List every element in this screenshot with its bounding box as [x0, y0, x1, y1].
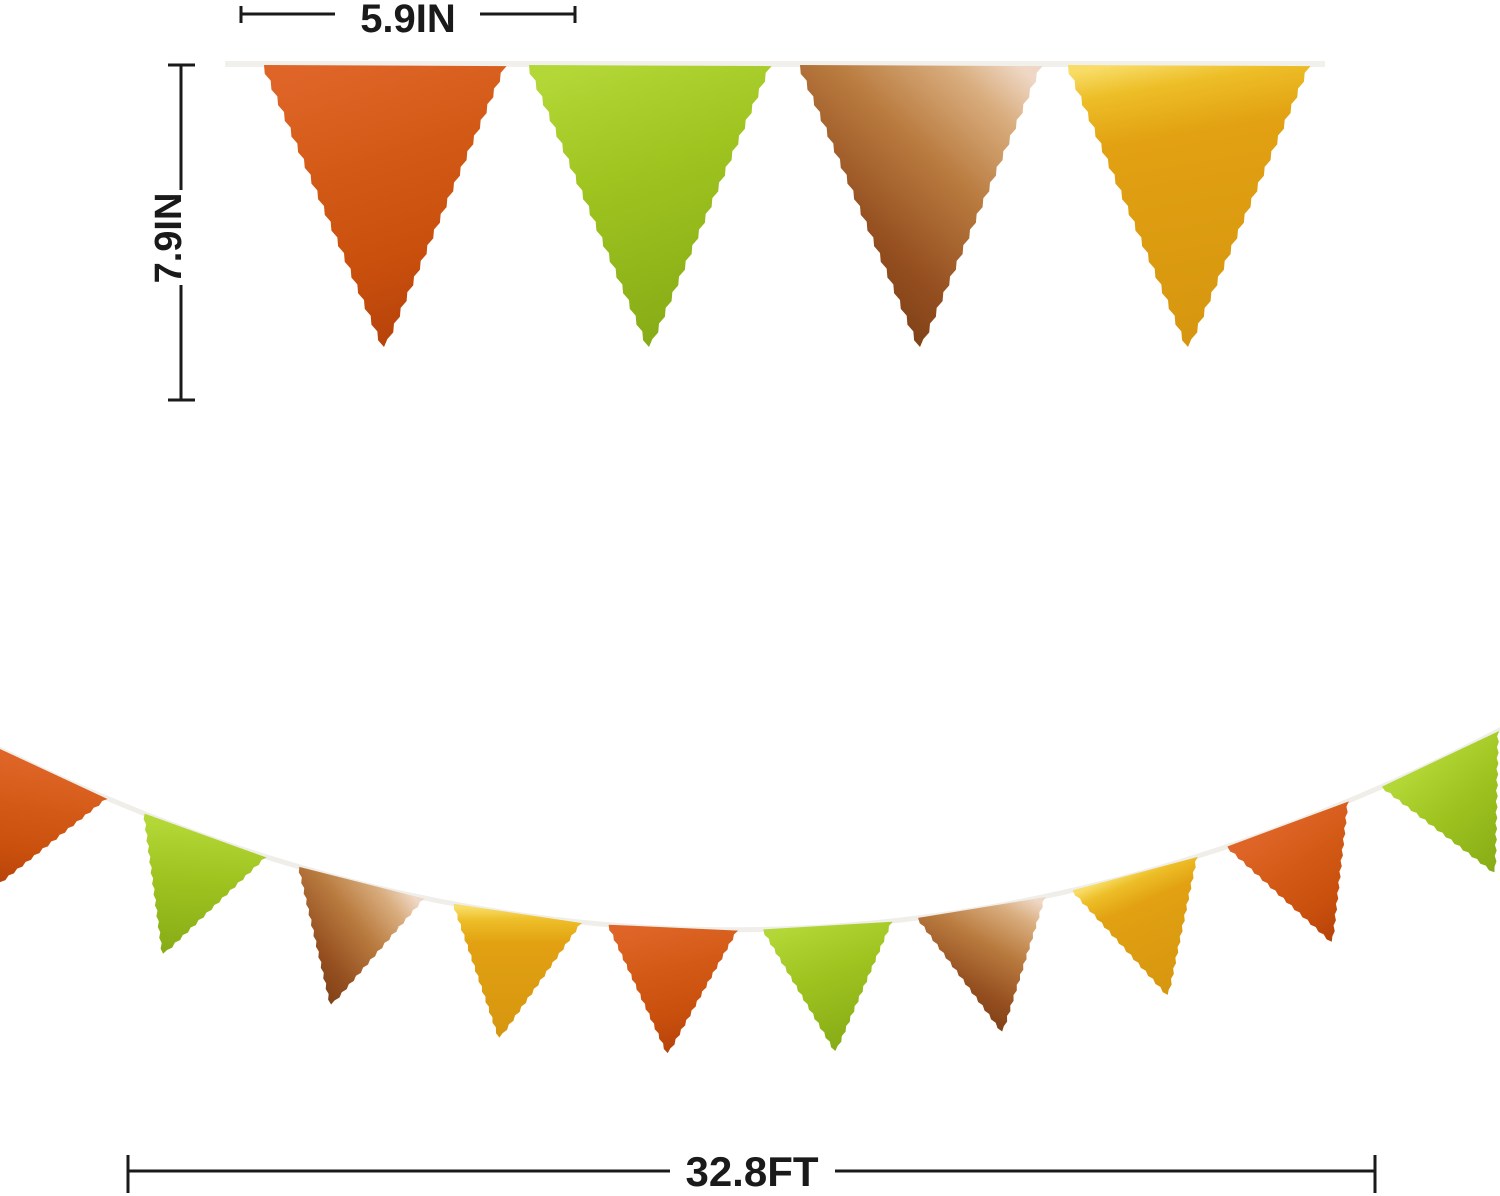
svg-text:32.8FT: 32.8FT — [685, 1148, 818, 1195]
svg-text:7.9IN: 7.9IN — [148, 193, 190, 284]
svg-text:5.9IN: 5.9IN — [360, 0, 456, 41]
